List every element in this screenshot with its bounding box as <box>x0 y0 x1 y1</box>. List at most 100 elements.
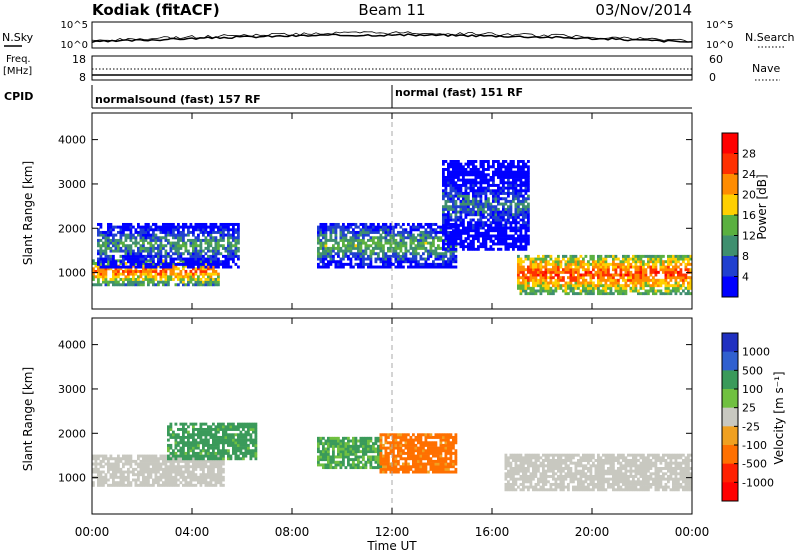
power-cell-early-upper <box>102 262 105 266</box>
power-cell-night-band <box>552 270 555 274</box>
power-cell-arc <box>459 189 463 193</box>
power-ytick-label: 1000 <box>58 267 86 280</box>
power-cell-midday <box>394 257 398 261</box>
velocity-cell-ground-early <box>184 483 188 487</box>
velocity-cell-green-early <box>227 457 230 461</box>
velocity-cell-green-early <box>197 427 200 431</box>
velocity-cell-ground-early <box>157 459 160 463</box>
power-cell-arc <box>462 223 465 227</box>
power-cell-early-band <box>102 280 105 284</box>
power-cell-arc <box>472 189 475 193</box>
power-cell-night-band <box>667 281 670 285</box>
power-cell-arc <box>489 210 493 214</box>
velocity-cell-green-early <box>232 433 235 437</box>
power-cell-midday <box>324 249 328 253</box>
power-cell-early-band <box>207 275 210 279</box>
power-cell-midday <box>319 225 323 229</box>
velocity-cell-ground-early <box>177 478 180 482</box>
power-cell-night-band <box>637 289 640 293</box>
power-cell-early-upper <box>129 238 133 242</box>
velocity-cell-green-midday <box>362 463 365 467</box>
velocity-cell-ground-early <box>144 481 148 485</box>
power-cell-early-upper <box>192 233 195 237</box>
velocity-cell-green-midday <box>334 442 338 446</box>
power-cell-early-band <box>179 259 183 263</box>
velocity-cell-orange-midday <box>399 443 403 447</box>
power-cell-night-band <box>669 276 673 280</box>
power-cell-early-upper <box>174 241 178 245</box>
power-cell-early-band <box>109 267 113 271</box>
velocity-cell-green-midday <box>317 458 320 462</box>
power-cell-early-upper <box>234 254 238 258</box>
power-cell-early-upper <box>227 254 230 258</box>
power-cell-early-upper <box>97 244 100 248</box>
power-cell-arc <box>467 210 470 214</box>
velocity-cell-ground-early <box>139 462 143 466</box>
power-cell-arc <box>507 183 510 187</box>
power-cell-early-upper <box>197 228 200 232</box>
power-cell-midday <box>324 230 328 234</box>
power-cell-midday <box>377 228 380 232</box>
power-cell-midday <box>434 228 438 232</box>
power-cell-arc <box>454 202 458 206</box>
velocity-cell-ground-early <box>107 457 110 461</box>
power-cell-early-band <box>129 267 133 271</box>
power-cell-night-band <box>572 260 575 264</box>
power-cell-midday <box>354 233 358 237</box>
power-cell-midday <box>384 260 388 264</box>
velocity-cell-ground-early <box>129 459 133 463</box>
power-cell-midday <box>382 249 385 253</box>
power-cell-arc <box>472 162 475 166</box>
velocity-cell-ground-early <box>194 483 198 487</box>
velocity-cell-green-early <box>182 430 185 434</box>
power-cell-early-upper <box>142 228 145 232</box>
velocity-cell-green-early <box>207 457 210 461</box>
power-cell-arc <box>527 160 530 163</box>
power-cell-arc <box>479 170 483 174</box>
velocity-cell-ground-early <box>204 459 208 463</box>
power-cell-midday <box>342 238 345 242</box>
power-cell-midday <box>377 222 380 226</box>
power-cell-early-band <box>204 267 208 271</box>
power-cell-night-band <box>567 265 570 269</box>
power-cell-early-band <box>104 280 108 284</box>
power-cell-arc <box>442 173 445 177</box>
power-cell-midday <box>324 252 328 256</box>
velocity-cell-green-early <box>192 446 195 450</box>
power-cell-early-upper <box>142 246 145 250</box>
power-cell-early-upper <box>187 230 190 234</box>
power-cell-arc <box>522 245 525 249</box>
velocity-cell-orange-midday <box>409 449 413 453</box>
velocity-cell-ground-early <box>124 475 128 479</box>
power-cell-arc <box>524 215 528 219</box>
velocity-cell-green-midday <box>359 439 363 443</box>
velocity-cell-green-midday <box>374 439 378 443</box>
power-cell-night-band <box>684 292 688 296</box>
power-cell-night-band <box>522 284 525 288</box>
velocity-cell-green-early <box>239 451 243 455</box>
power-cell-early-upper <box>134 236 138 240</box>
velocity-cell-green-midday <box>334 444 338 448</box>
velocity-cell-green-early <box>187 443 190 447</box>
power-cell-arc <box>492 178 495 182</box>
power-cell-night-band <box>672 284 675 288</box>
power-cell-night-band <box>629 286 633 290</box>
power-cell-arc <box>489 178 493 182</box>
power-cell-night-band <box>524 284 528 288</box>
velocity-cell-green-early <box>184 443 188 447</box>
velocity-cell-green-early <box>237 446 240 450</box>
power-cell-early-band <box>134 283 138 287</box>
velocity-cell-ground-early <box>139 483 143 487</box>
velocity-cell-green-early <box>222 433 225 437</box>
power-cell-arc <box>519 165 523 169</box>
power-cell-early-upper <box>192 265 195 269</box>
power-cell-midday <box>399 262 403 266</box>
power-cell-arc <box>504 210 508 214</box>
power-cell-night-band <box>644 268 648 272</box>
power-cell-early-band <box>152 283 155 287</box>
velocity-cell-green-midday <box>354 436 358 440</box>
power-cell-early-upper <box>152 233 155 237</box>
power-cell-midday <box>397 244 400 248</box>
power-cell-arc <box>477 175 480 179</box>
power-cell-midday <box>429 236 433 240</box>
